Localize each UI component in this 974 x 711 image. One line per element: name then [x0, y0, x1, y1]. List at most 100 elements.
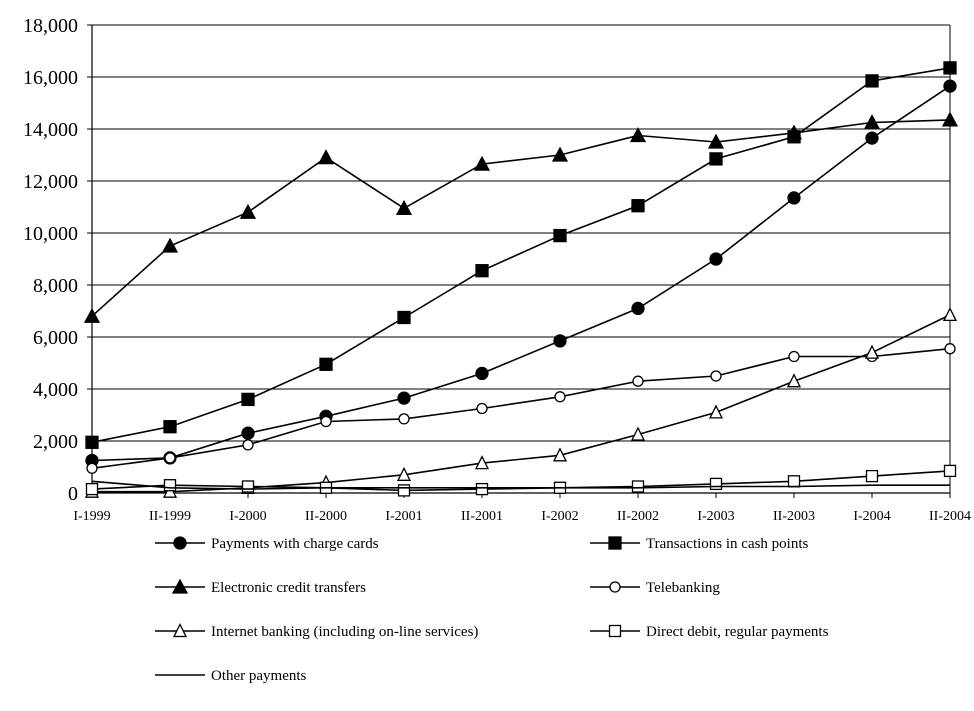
x-tick-label: I-2000	[229, 509, 266, 524]
data-point	[630, 426, 646, 441]
series-3	[86, 343, 956, 474]
y-tick-label: 4,000	[33, 379, 78, 401]
data-point	[787, 475, 801, 488]
legend-label: Other payments	[211, 668, 307, 684]
data-point	[944, 343, 956, 355]
data-point	[241, 392, 255, 407]
series-0	[85, 79, 957, 468]
data-point	[863, 114, 881, 130]
data-point	[320, 415, 332, 428]
legend-item: Direct debit, regular payments	[590, 624, 829, 640]
data-point	[943, 464, 957, 478]
grid-lines	[92, 24, 950, 442]
legend-swatch-marker	[173, 536, 187, 550]
x-tick-label: II-2001	[461, 509, 503, 524]
data-point	[942, 306, 958, 322]
data-point	[865, 74, 879, 88]
series-line	[91, 67, 951, 444]
data-point	[864, 344, 880, 359]
legend-label: Payments with charge cards	[211, 536, 379, 552]
x-tick-label: II-1999	[149, 509, 191, 524]
data-point	[241, 426, 255, 440]
y-tick-label: 16,000	[23, 67, 78, 89]
x-tick-label: I-1999	[73, 509, 110, 524]
legend-label: Transactions in cash points	[646, 536, 809, 552]
series-line	[91, 85, 951, 462]
x-tick-label: I-2001	[385, 509, 422, 524]
data-point	[396, 466, 412, 481]
legend-swatch-marker	[172, 623, 188, 638]
series-layer	[83, 61, 959, 498]
data-point	[709, 152, 723, 166]
series-5	[85, 464, 957, 497]
x-tick-label: II-2003	[773, 509, 815, 524]
data-point	[241, 480, 255, 493]
legend-label: Direct debit, regular payments	[646, 624, 829, 640]
data-point	[785, 124, 803, 140]
x-tick-label: II-2000	[305, 509, 347, 524]
y-tick-label: 8,000	[33, 275, 78, 297]
data-point	[83, 307, 101, 323]
data-point	[239, 203, 257, 219]
data-point	[397, 484, 411, 497]
legend-swatch-marker	[171, 578, 189, 594]
data-point	[787, 191, 801, 205]
data-point	[707, 133, 725, 149]
series-6	[91, 480, 950, 490]
data-point	[708, 404, 724, 419]
legend-item: Transactions in cash points	[590, 536, 809, 552]
data-point	[397, 391, 411, 405]
data-point	[475, 482, 489, 496]
data-point	[395, 199, 413, 215]
data-point	[554, 391, 566, 403]
axes: 0 2,000 4,000 6,000 8,000 10,000 12,000 14,000 1…	[23, 15, 971, 524]
data-point	[865, 131, 879, 145]
legend-swatch-marker	[609, 581, 621, 593]
legend-label: Electronic credit transfers	[211, 580, 366, 596]
data-point	[553, 334, 567, 348]
y-tick-label: 14,000	[23, 119, 78, 141]
data-point	[865, 469, 879, 483]
data-point	[86, 462, 98, 474]
legend-swatch-marker	[608, 536, 622, 550]
data-point	[631, 199, 645, 213]
data-point	[242, 439, 254, 451]
legend: Payments with charge cards Transactions i…	[155, 536, 829, 684]
data-point	[631, 301, 645, 316]
data-point	[163, 420, 177, 434]
data-point	[161, 237, 179, 253]
data-point	[398, 413, 410, 425]
x-tick-label: I-2003	[697, 509, 734, 524]
data-point	[163, 479, 177, 492]
x-tick-label: II-2004	[929, 509, 971, 524]
data-point	[164, 452, 176, 464]
series-line	[91, 119, 951, 317]
series-line	[91, 347, 951, 470]
y-tick-label: 6,000	[33, 327, 78, 349]
legend-item: Other payments	[155, 668, 307, 684]
data-point	[632, 375, 644, 387]
series-line	[91, 480, 950, 490]
data-point	[710, 370, 722, 382]
data-point	[317, 149, 335, 165]
data-point	[553, 228, 567, 243]
data-point	[85, 482, 99, 496]
x-tick-label: I-2002	[541, 509, 578, 524]
legend-item: Telebanking	[590, 580, 720, 596]
legend-item: Electronic credit transfers	[155, 578, 366, 596]
data-point	[475, 366, 489, 381]
data-point	[397, 310, 411, 325]
x-tick-label: II-2002	[617, 509, 659, 524]
x-tick-label: I-2004	[853, 509, 890, 524]
data-point	[631, 480, 645, 493]
y-tick-label: 18,000	[23, 15, 78, 37]
data-point	[474, 455, 490, 470]
data-point	[788, 350, 800, 363]
data-point	[475, 264, 489, 278]
y-tick-label: 0	[68, 483, 78, 505]
legend-label: Internet banking (including on-line serv…	[211, 624, 478, 640]
data-point	[709, 477, 723, 491]
data-point	[473, 155, 491, 171]
data-point	[552, 447, 568, 462]
